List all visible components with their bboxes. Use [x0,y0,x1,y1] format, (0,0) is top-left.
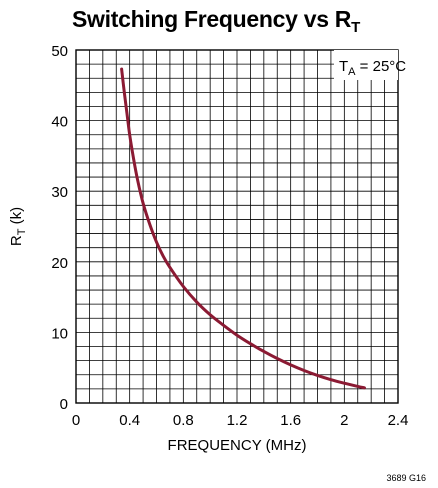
y-tick-label: 50 [51,43,68,60]
x-tick-label: 0 [72,412,80,429]
y-tick-label: 40 [51,114,68,131]
x-tick-label: 0.4 [119,412,140,429]
y-axis-label: RT (k) [8,207,28,246]
annotation-label: TA = 25°C [339,58,406,78]
series-line [120,67,366,390]
chart-title: Switching Frequency vs RT [72,6,360,36]
x-tick-label: 1.2 [227,412,248,429]
y-tick-label: 30 [51,184,68,201]
x-tick-label: 0.8 [173,412,194,429]
y-tick-label: 0 [60,396,68,413]
figure-id: 3689 G16 [386,473,426,483]
y-tick-label: 20 [51,255,68,272]
x-tick-label: 2 [340,412,348,429]
chart-title-subscript: T [351,19,360,36]
annotation-box [334,50,398,80]
plot-frame [75,49,399,404]
y-tick-label: 10 [51,325,68,342]
x-tick-label: 2.4 [388,412,409,429]
x-axis-label: FREQUENCY (MHz) [168,437,307,454]
x-tick-label: 1.6 [280,412,301,429]
